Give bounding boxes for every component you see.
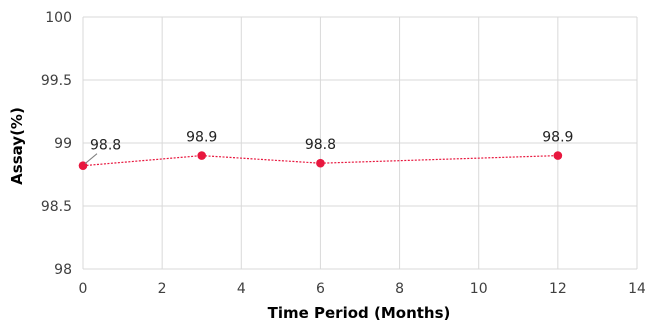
x-tick-label: 12 — [549, 281, 567, 297]
y-tick-label: 100 — [45, 10, 72, 26]
x-axis-title: Time Period (Months) — [268, 304, 451, 322]
data-label: 98.9 — [186, 130, 217, 146]
data-label: 98.8 — [305, 137, 336, 153]
grid — [82, 16, 638, 270]
data-point — [197, 151, 207, 160]
x-tick-label: 14 — [628, 281, 645, 297]
data-labels: 98.8 98.9 98.8 98.9 — [84, 130, 573, 165]
x-tick-label: 10 — [470, 281, 488, 297]
y-tick-label: 98.5 — [41, 199, 72, 215]
x-tick-label: 8 — [395, 281, 404, 297]
x-tick-label: 2 — [158, 281, 167, 297]
y-tick-label: 99 — [54, 136, 72, 152]
y-axis-ticks: 98 98.5 99 99.5 100 — [41, 10, 72, 278]
data-point — [553, 151, 563, 160]
y-tick-label: 99.5 — [41, 73, 72, 89]
x-tick-label: 4 — [237, 281, 246, 297]
data-point — [316, 158, 325, 168]
data-label: 98.8 — [90, 138, 121, 154]
x-tick-label: 6 — [316, 281, 325, 297]
label-leader-line — [84, 153, 98, 165]
series-line — [82, 154, 558, 167]
series — [78, 151, 563, 170]
x-tick-label: 0 — [79, 281, 88, 297]
y-tick-label: 98 — [54, 262, 72, 278]
y-axis-title: Assay(%) — [8, 107, 26, 185]
x-axis-ticks: 0 2 4 6 8 10 12 14 — [79, 281, 645, 297]
data-label: 98.9 — [542, 130, 573, 146]
